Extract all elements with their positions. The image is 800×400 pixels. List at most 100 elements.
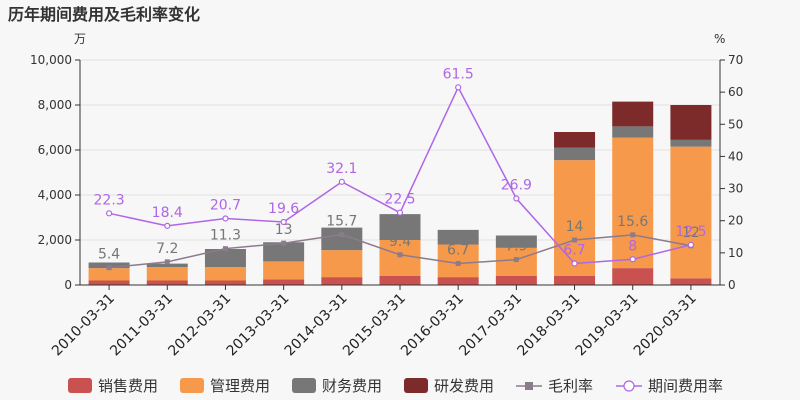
legend-label: 管理费用 (210, 377, 270, 395)
bar-segment (263, 242, 305, 262)
bar-segment (437, 277, 479, 285)
left-axis-tick-label: 4,000 (38, 188, 72, 202)
gross-margin-point (513, 257, 519, 263)
bar-segment (554, 132, 596, 148)
bar-segment (263, 279, 305, 285)
gross-margin-data-label: 15.7 (326, 214, 357, 230)
expense-ratio-point (105, 210, 113, 217)
legend-label: 销售费用 (98, 377, 158, 395)
bar-segment (204, 267, 246, 281)
expense-ratio-data-label: 12.5 (675, 224, 706, 240)
bar-segment (554, 160, 596, 276)
right-axis-tick-label: 30 (728, 182, 743, 196)
expense-ratio-data-label: 32.1 (326, 161, 357, 177)
bar-segment (379, 276, 421, 285)
bar-segment (612, 137, 654, 269)
right-axis-tick-label: 70 (728, 53, 743, 67)
expense-ratio-point (396, 209, 404, 216)
expense-ratio-data-label: 26.9 (501, 178, 532, 194)
expense-ratio-data-label: 19.6 (268, 201, 299, 217)
expense-ratio-point (455, 84, 462, 91)
bar-segment (263, 261, 305, 280)
right-axis-tick-label: 20 (728, 214, 743, 228)
bar-segment (379, 240, 421, 276)
gross-margin-data-label: 15.6 (617, 214, 648, 230)
bar-segment (670, 278, 712, 285)
legend-marker (623, 380, 635, 392)
bar-segment (88, 268, 130, 281)
bar-segment (321, 227, 363, 251)
left-axis-tick-label: 10,000 (30, 53, 72, 67)
expense-ratio-point (687, 241, 695, 248)
expense-ratio-point (571, 260, 578, 267)
legend-label: 研发费用 (434, 377, 494, 395)
right-axis-unit: % (714, 32, 725, 46)
bar-segment (437, 229, 479, 245)
bar-segment (495, 235, 537, 248)
bar-segment (146, 280, 188, 285)
gross-margin-data-label: 14 (566, 219, 584, 235)
left-axis-tick-label: 0 (64, 278, 72, 292)
bar-segment (204, 280, 246, 285)
x-axis-tick-label: 2020-03-31 (631, 291, 700, 360)
gross-margin-point (339, 232, 345, 238)
gross-margin-point (222, 246, 228, 252)
bar-segment (612, 101, 654, 127)
gross-margin-point (397, 252, 403, 258)
gross-margin-point (630, 232, 636, 238)
expense-ratio-point (280, 218, 287, 226)
bar-segment (379, 214, 421, 240)
left-axis-tick-label: 8,000 (38, 98, 72, 112)
bar-segment (495, 276, 537, 285)
gross-margin-point (572, 237, 578, 243)
bar-segment (612, 126, 654, 138)
expense-ratio-point (222, 215, 229, 222)
expense-ratio-point (338, 178, 345, 185)
chart-title: 历年期间费用及毛利率变化 (8, 5, 200, 24)
legend-label: 期间费用率 (648, 377, 723, 395)
gross-margin-data-label: 7.9 (505, 239, 527, 255)
right-axis-tick-label: 10 (728, 246, 743, 260)
gross-margin-point (106, 265, 112, 271)
bar-segment (554, 147, 596, 161)
expense-ratio-data-label: 20.7 (210, 197, 241, 213)
legend-swatch (292, 378, 316, 393)
expense-ratio-data-label: 22.5 (384, 192, 415, 208)
legend-swatch (404, 378, 428, 393)
legend-marker (525, 382, 533, 390)
expense-ratio-data-label: 22.3 (94, 192, 125, 208)
legend-label: 毛利率 (548, 377, 593, 395)
bar-segment (670, 105, 712, 140)
legend-label: 财务费用 (322, 377, 382, 395)
gross-margin-data-label: 6.7 (447, 242, 469, 258)
right-axis-tick-label: 40 (728, 149, 743, 163)
bar-segment (321, 277, 363, 285)
bar-segment (204, 249, 246, 267)
gross-margin-data-label: 11.3 (210, 228, 241, 244)
bar-segment (321, 250, 363, 278)
gross-margin-data-label: 12 (682, 225, 700, 241)
bar-segment (612, 268, 654, 285)
bar-segment (670, 139, 712, 147)
legend-swatch (180, 378, 204, 393)
gross-margin-point (455, 260, 461, 266)
expense-ratio-data-label: 18.4 (152, 205, 183, 221)
right-axis-tick-label: 60 (728, 85, 743, 99)
bar-segment (554, 276, 596, 285)
gross-margin-point (164, 259, 170, 265)
gross-margin-data-label: 13 (275, 222, 293, 238)
bar-segment (670, 146, 712, 279)
expense-ratio-point (164, 222, 171, 229)
expense-ratio-point (513, 195, 520, 202)
expense-ratio-data-label: 6.7 (563, 242, 585, 258)
expense-ratio-data-label: 61.5 (443, 66, 474, 82)
bar-segment (146, 267, 188, 281)
right-axis-tick-label: 50 (728, 117, 743, 131)
legend-swatch (68, 378, 92, 393)
bar-segment (146, 263, 188, 267)
expense-ratio-point (629, 256, 636, 263)
gross-margin-data-label: 7.2 (156, 241, 178, 257)
left-axis-tick-label: 6,000 (38, 143, 72, 157)
